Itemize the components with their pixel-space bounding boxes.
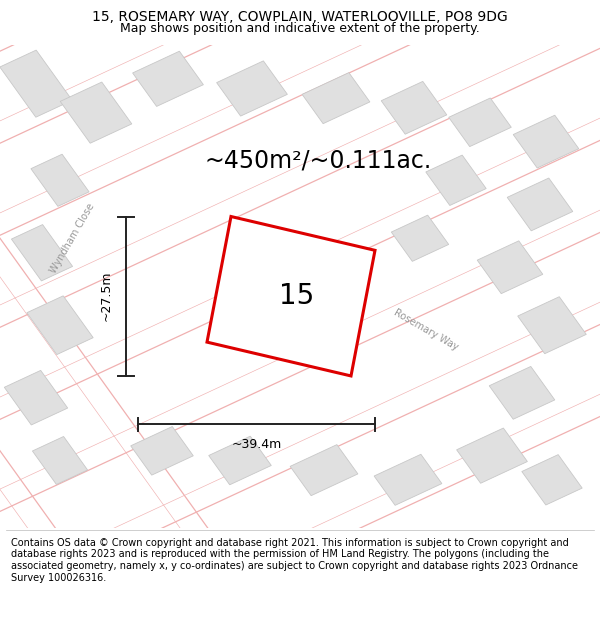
Polygon shape [209, 436, 271, 485]
Text: 15, ROSEMARY WAY, COWPLAIN, WATERLOOVILLE, PO8 9DG: 15, ROSEMARY WAY, COWPLAIN, WATERLOOVILL… [92, 10, 508, 24]
Polygon shape [0, 50, 72, 118]
Polygon shape [32, 436, 88, 484]
Polygon shape [11, 224, 73, 281]
Polygon shape [207, 216, 375, 376]
Polygon shape [27, 296, 93, 354]
Polygon shape [426, 155, 486, 206]
Polygon shape [391, 215, 449, 261]
Polygon shape [489, 366, 555, 419]
Text: Wyndham Close: Wyndham Close [48, 201, 96, 275]
Polygon shape [518, 297, 586, 354]
Polygon shape [31, 154, 89, 206]
Polygon shape [302, 72, 370, 124]
Polygon shape [290, 444, 358, 496]
Polygon shape [477, 241, 543, 294]
Polygon shape [381, 81, 447, 134]
Polygon shape [522, 454, 582, 505]
Polygon shape [131, 426, 193, 475]
Polygon shape [457, 428, 527, 483]
Polygon shape [133, 51, 203, 106]
Text: Contains OS data © Crown copyright and database right 2021. This information is : Contains OS data © Crown copyright and d… [11, 538, 578, 582]
Polygon shape [60, 82, 132, 143]
Text: ~27.5m: ~27.5m [100, 271, 113, 321]
Polygon shape [513, 115, 579, 168]
Text: ~39.4m: ~39.4m [232, 438, 281, 451]
Text: Map shows position and indicative extent of the property.: Map shows position and indicative extent… [120, 22, 480, 35]
Text: ~450m²/~0.111ac.: ~450m²/~0.111ac. [204, 149, 431, 173]
Text: Rosemary Way: Rosemary Way [392, 308, 460, 352]
Polygon shape [4, 371, 68, 425]
Text: 15: 15 [280, 282, 314, 310]
Polygon shape [507, 178, 573, 231]
Polygon shape [374, 454, 442, 506]
Polygon shape [217, 61, 287, 116]
Polygon shape [449, 98, 511, 147]
